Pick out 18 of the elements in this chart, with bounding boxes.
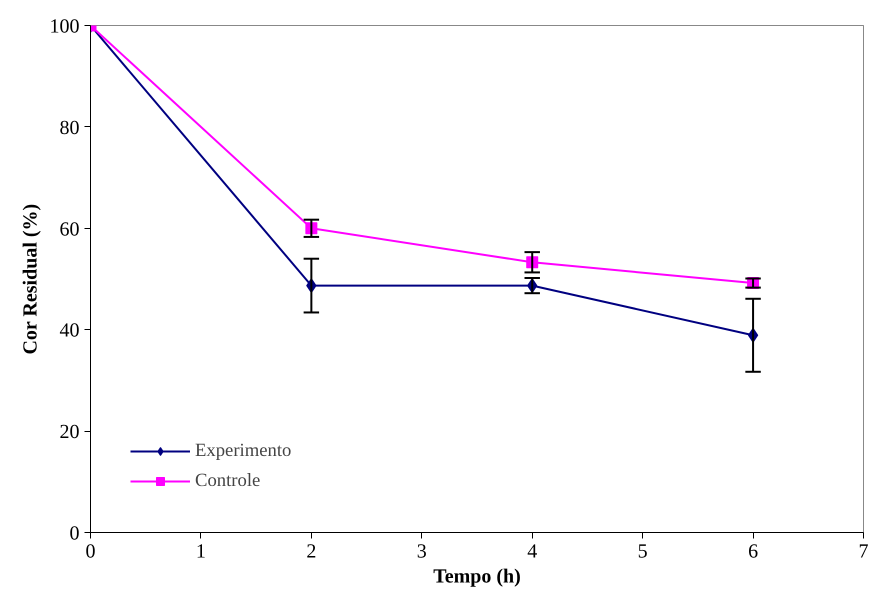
x-tick-label: 2 — [306, 540, 316, 562]
legend-label: Controle — [195, 470, 260, 492]
y-tick-label: 100 — [50, 16, 80, 38]
x-tick-label: 4 — [527, 540, 538, 562]
x-tick-label: 5 — [638, 540, 648, 562]
x-tick-label: 7 — [858, 540, 868, 562]
x-tick-label: 0 — [86, 540, 96, 562]
y-tick-label: 80 — [60, 116, 80, 139]
x-tick-label: 6 — [748, 540, 758, 562]
y-tick-label: 20 — [60, 421, 80, 444]
y-tick-label: 60 — [60, 218, 80, 240]
x-axis-title: Tempo (h) — [433, 566, 521, 588]
x-tick-label: 3 — [416, 540, 427, 562]
y-tick-label: 0 — [70, 522, 80, 544]
y-tick-label: 40 — [60, 320, 80, 342]
x-tick-label: 1 — [196, 540, 206, 562]
y-axis-title: Cor Residual (%) — [20, 204, 42, 355]
legend-label: Experimento — [195, 440, 292, 462]
